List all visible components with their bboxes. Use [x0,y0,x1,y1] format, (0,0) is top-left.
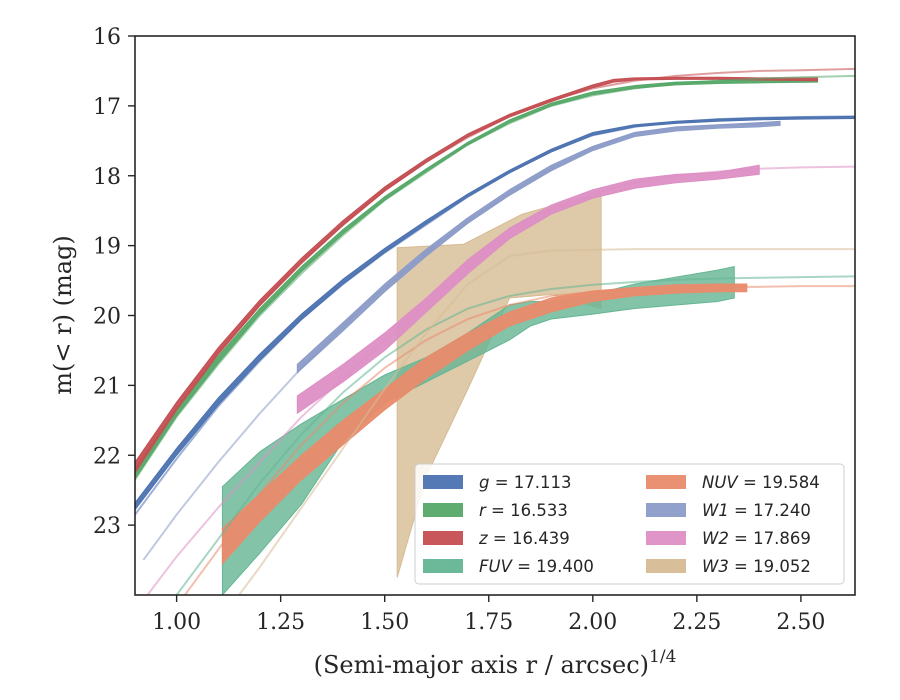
y-axis-label: m(< r) (mag) [49,235,77,394]
x-tick-label: 2.00 [568,610,617,635]
legend-entry-w1: W1 = 17.240 [646,501,811,520]
y-tick-label: 20 [93,305,121,330]
legend-swatch [646,503,686,517]
x-axis-label: (Semi-major axis r / arcsec)1/4 [314,647,677,679]
model-curve-fuv [175,275,855,595]
model-curve-w2 [146,165,855,595]
legend-swatch [423,475,463,489]
legend-entry-z: z = 16.439 [423,529,570,548]
model-curves [135,67,855,595]
legend-entry-w2: W2 = 17.869 [646,529,811,548]
model-curve-g [135,115,855,516]
x-tick-label: 1.25 [256,610,305,635]
model-curve-w1 [142,122,781,561]
legend-entry-g: g = 17.113 [423,473,572,492]
legend-entry-r: r = 16.533 [423,501,568,520]
y-tick-label: 17 [93,95,121,120]
x-tick-label: 2.50 [776,610,825,635]
y-tick-label: 18 [93,165,121,190]
model-curve-nuv [184,285,855,595]
band-w1 [296,120,781,374]
x-tick-label: 1.50 [360,610,409,635]
legend: g = 17.113 r = 16.533 z = 16.439 FUV = 19.4… [414,463,845,585]
legend-swatch [423,559,463,573]
y-tick-label: 21 [93,374,121,399]
model-curve-w3 [238,248,855,595]
legend-label: W3 = 19.052 [702,557,811,576]
x-tick-label: 2.25 [672,610,721,635]
x-axis-ticks: 1.00 1.25 1.50 1.75 2.00 2.25 2.50 [152,595,825,635]
legend-entry-fuv: FUV = 19.400 [423,557,594,576]
band-nuv [221,283,748,565]
legend-label: r = 16.533 [479,501,568,520]
legend-box [414,463,845,585]
band-r [135,78,819,480]
legend-swatch [423,503,463,517]
legend-label: NUV = 19.584 [702,473,820,492]
x-tick-label: 1.00 [152,610,201,635]
legend-label: g = 17.113 [479,473,572,492]
legend-label: W1 = 17.240 [702,501,811,520]
legend-swatch [646,475,686,489]
legend-entry-nuv: NUV = 19.584 [646,473,820,492]
y-tick-label: 19 [93,235,121,260]
model-curve-z [135,67,855,474]
y-tick-label: 22 [93,444,121,469]
legend-label: FUV = 19.400 [479,557,594,576]
legend-label: z = 16.439 [478,529,570,548]
band-w2 [296,164,760,415]
legend-swatch [646,531,686,545]
legend-entry-w3: W3 = 19.052 [646,557,811,576]
y-axis-ticks: 16 17 18 19 20 21 22 23 [93,25,135,539]
legend-swatch [646,559,686,573]
model-curve-r [135,74,855,481]
y-tick-label: 23 [93,514,121,539]
y-tick-label: 16 [93,25,121,50]
x-tick-label: 1.75 [464,610,513,635]
legend-swatch [423,531,463,545]
legend-label: W2 = 17.869 [702,529,811,548]
